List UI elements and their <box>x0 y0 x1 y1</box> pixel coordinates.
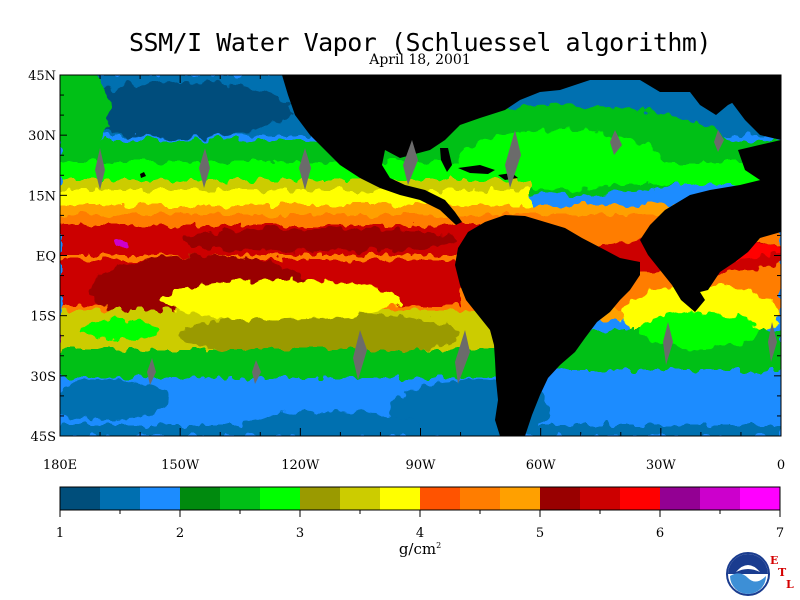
colorbar-swatch <box>380 487 421 510</box>
etl-letter-l: L <box>786 578 794 591</box>
colorbar-swatch <box>740 487 781 510</box>
colorbar-tick-label: 3 <box>296 526 304 541</box>
colorbar-swatch <box>180 487 221 510</box>
lon-label: 120W <box>281 458 320 473</box>
map-title: SSM/I Water Vapor (Schluessel algorithm) <box>128 28 712 57</box>
no-data-swaths <box>95 130 777 385</box>
lat-label: 45N <box>28 69 56 84</box>
colorbar-tick-label: 4 <box>416 526 424 541</box>
lon-label: 60W <box>526 458 557 473</box>
colorbar-tick-label: 1 <box>56 526 64 541</box>
colorbar-swatch <box>580 487 621 510</box>
colorbar-unit: g/cm2 <box>398 540 442 558</box>
colorbar-swatch <box>60 487 101 510</box>
lon-label: 30W <box>646 458 677 473</box>
colorbar <box>59 486 781 517</box>
axis-ticks <box>59 74 782 437</box>
lat-label: 15S <box>31 310 56 325</box>
colorbar-swatch <box>660 487 701 510</box>
lon-label: 0 <box>777 458 785 473</box>
colorbar-swatch <box>260 487 301 510</box>
lat-label: EQ <box>36 250 56 265</box>
lat-label: 45S <box>31 430 56 445</box>
colorbar-tick-labels: 1 2 3 4 5 6 7 <box>56 526 784 541</box>
colorbar-swatch <box>220 487 261 510</box>
axis-labels: 45N 30N 15N EQ 15S 30S 45S 180E 150W 120W 90W 60W 30… <box>28 69 785 473</box>
etl-letter-e: E <box>770 554 779 567</box>
lat-label: 15N <box>28 189 56 204</box>
noaa-etl-logo: E T L <box>726 552 796 598</box>
lon-label: 150W <box>161 458 200 473</box>
colorbar-swatch <box>140 487 181 510</box>
lat-label: 30S <box>31 370 56 385</box>
colorbar-swatch <box>620 487 661 510</box>
colorbar-swatch <box>460 487 501 510</box>
colorbar-swatch <box>700 487 741 510</box>
colorbar-tick-label: 7 <box>776 526 784 541</box>
map-date: April 18, 2001 <box>369 52 471 68</box>
lon-label: 180E <box>43 458 77 473</box>
colorbar-swatch <box>500 487 541 510</box>
colorbar-tick-label: 6 <box>656 526 664 541</box>
colorbar-swatch <box>340 487 381 510</box>
lon-label: 90W <box>406 458 437 473</box>
etl-letter-t: T <box>778 566 787 579</box>
lat-label: 30N <box>28 129 56 144</box>
colorbar-swatch <box>300 487 341 510</box>
colorbar-tick-label: 2 <box>176 526 184 541</box>
colorbar-tick-label: 5 <box>536 526 544 541</box>
colorbar-swatch <box>100 487 141 510</box>
water-vapor-field <box>60 75 781 436</box>
noaa-logo-icon <box>726 552 770 596</box>
land-masses <box>140 75 781 436</box>
colorbar-swatch <box>420 487 461 510</box>
colorbar-swatch <box>540 487 581 510</box>
